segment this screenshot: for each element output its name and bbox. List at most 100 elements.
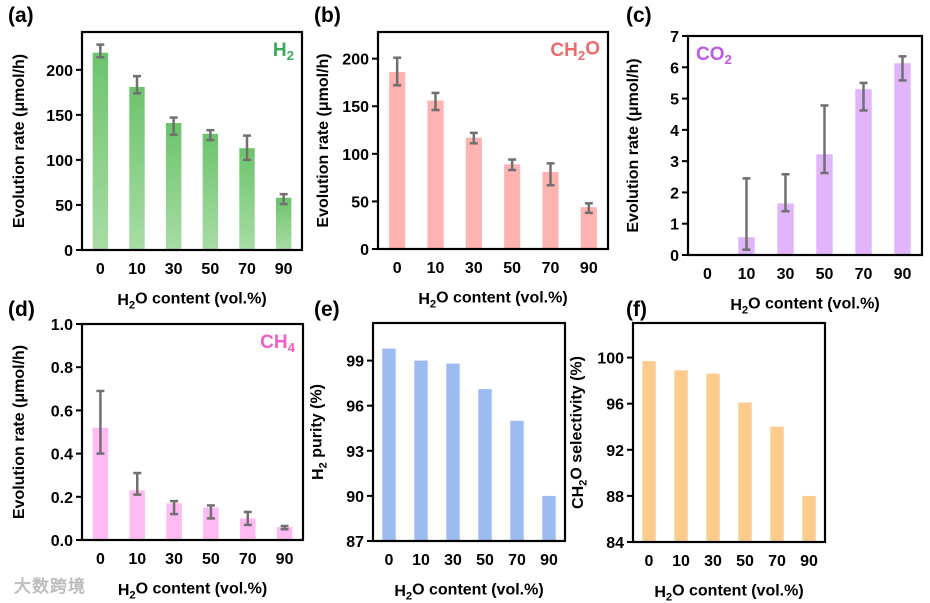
- x-axis-label: H2O content (vol.%): [654, 583, 803, 603]
- x-axis-label-part: O content (vol.%): [748, 296, 880, 313]
- x-axis-label-part: H: [117, 292, 129, 309]
- x-tick-label: 0: [393, 260, 402, 277]
- panel-label: (e): [314, 298, 340, 321]
- bar: [580, 207, 597, 249]
- plot-frame: [686, 34, 924, 257]
- bar: [166, 503, 182, 540]
- error-bar: [546, 162, 555, 187]
- x-axis-label-part: 2: [430, 298, 436, 310]
- y-tick-label: 0.0: [51, 533, 73, 550]
- x-axis-label-part: O content (vol.%): [136, 581, 268, 598]
- panel-label: (c): [626, 4, 652, 27]
- bar: [275, 197, 292, 250]
- x-tick-label: 90: [276, 551, 294, 568]
- y-axis-label: Evolution rate (μmol/h): [11, 54, 28, 228]
- bar: [465, 137, 482, 249]
- x-axis-label-part: H: [654, 584, 666, 601]
- y-tick-label: 0.8: [51, 360, 73, 377]
- y-axis-label-part: Evolution rate (μmol/h): [315, 53, 332, 227]
- y-tick-label: 0: [64, 243, 73, 260]
- error-bar: [96, 389, 105, 455]
- x-tick-label: 0: [703, 266, 712, 283]
- x-axis-label-part: H: [418, 291, 430, 308]
- x-tick-label: 50: [476, 552, 494, 569]
- y-tick-label: 3: [670, 154, 679, 171]
- y-tick-label: 0.2: [51, 490, 73, 507]
- x-tick-label: 0: [96, 551, 105, 568]
- error-bar: [898, 55, 907, 82]
- bar: [414, 360, 428, 541]
- y-tick-label: 50: [351, 194, 369, 211]
- y-axis-label-part: purity (%): [309, 384, 326, 462]
- x-tick-label: 0: [385, 552, 394, 569]
- x-tick-label: 90: [800, 553, 818, 570]
- species-label-part: 2: [725, 52, 732, 67]
- y-tick-label: 1: [670, 217, 679, 234]
- bar: [894, 63, 911, 256]
- y-tick-label: 100: [46, 153, 73, 170]
- bar: [855, 89, 872, 255]
- error-bar: [206, 504, 215, 520]
- bar: [92, 52, 109, 250]
- y-axis-label: CH2O selectivity (%): [569, 356, 590, 509]
- x-axis-label-part: H: [394, 583, 406, 600]
- x-axis-label-part: O content (vol.%): [672, 583, 804, 600]
- y-axis-label: Evolution rate (μmol/h): [625, 58, 642, 232]
- bar: [129, 86, 145, 251]
- x-tick-label: 70: [508, 552, 526, 569]
- bar: [510, 420, 524, 541]
- x-tick-label: 30: [465, 260, 483, 277]
- x-tick-label: 10: [128, 261, 146, 278]
- y-tick-label: 90: [346, 489, 364, 506]
- bar: [239, 148, 255, 250]
- error-bar: [820, 104, 829, 175]
- bar: [816, 154, 833, 255]
- error-bar: [393, 56, 402, 87]
- y-tick-label: 200: [342, 52, 369, 69]
- panel-label: (f): [626, 298, 647, 321]
- y-axis-label: Evolution rate (μmol/h): [315, 53, 332, 227]
- bar: [504, 164, 521, 249]
- species-label: CH2O: [550, 38, 600, 63]
- y-axis-label-part: CH: [570, 486, 587, 509]
- bar: [642, 361, 656, 542]
- y-axis-label-part: Evolution rate (μmol/h): [11, 345, 28, 519]
- x-axis-label: H2O content (vol.%): [418, 290, 567, 311]
- x-axis-label-part: 2: [129, 589, 135, 601]
- x-tick-label: 50: [202, 551, 220, 568]
- x-axis-label: H2O content (vol.%): [118, 581, 267, 602]
- error-bar: [280, 524, 289, 531]
- bar: [706, 373, 720, 542]
- x-tick-label: 10: [427, 260, 445, 277]
- x-axis-label-part: O content (vol.%): [436, 290, 568, 307]
- y-axis-label: H2 purity (%): [309, 384, 330, 480]
- error-bar: [170, 499, 179, 516]
- error-bar: [508, 158, 517, 172]
- species-label-part: CO: [696, 44, 725, 65]
- y-tick-label: 150: [342, 99, 369, 116]
- x-axis-label-part: H: [118, 582, 130, 599]
- species-label-part: 4: [288, 340, 296, 355]
- x-axis-label-part: 2: [129, 299, 135, 311]
- x-tick-label: 30: [165, 261, 183, 278]
- x-tick-label: 10: [412, 552, 430, 569]
- y-axis-label-part: Evolution rate (μmol/h): [11, 54, 28, 228]
- y-tick-label: 87: [346, 534, 364, 551]
- error-bar: [431, 91, 440, 112]
- y-tick-label: 1.0: [51, 317, 73, 334]
- bar: [770, 426, 784, 542]
- species-label-part: 2: [287, 48, 294, 63]
- plot-frame: [631, 321, 827, 544]
- x-axis-label: H2O content (vol.%): [117, 291, 266, 312]
- error-bar: [859, 81, 868, 112]
- bar: [389, 71, 406, 249]
- species-label: CH4: [260, 332, 295, 355]
- x-tick-label: 0: [96, 261, 105, 278]
- x-tick-label: 90: [580, 260, 598, 277]
